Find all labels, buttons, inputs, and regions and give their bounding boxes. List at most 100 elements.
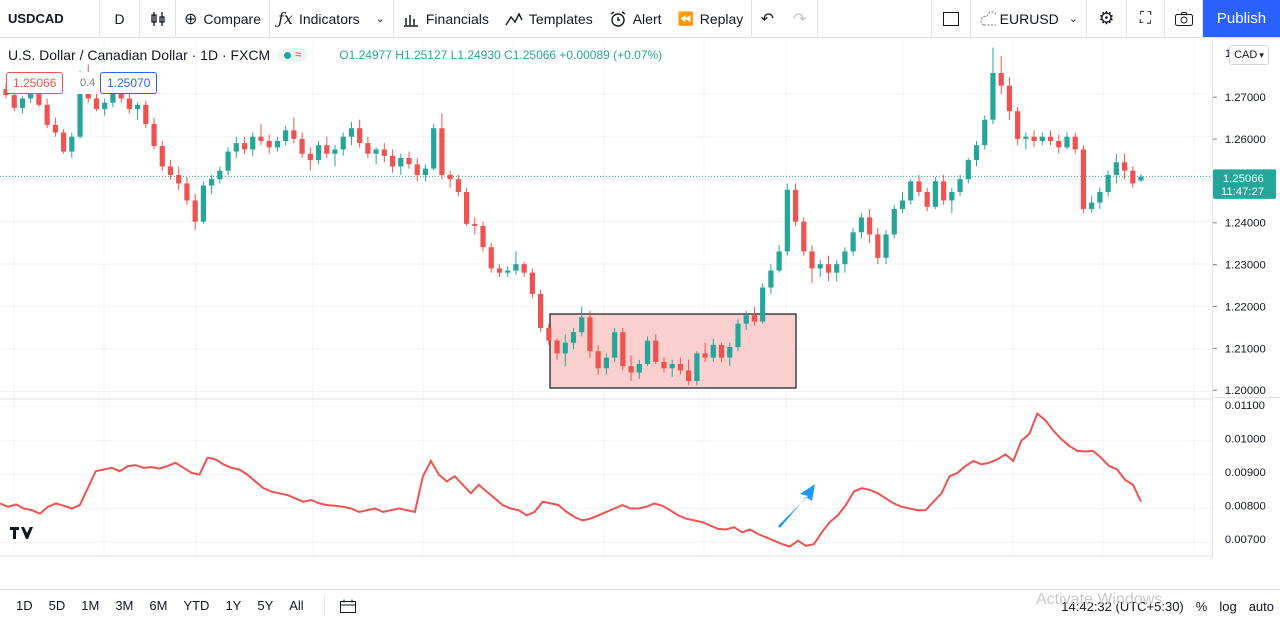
candle xyxy=(134,102,141,120)
candle-body xyxy=(373,149,379,154)
candle xyxy=(834,259,840,282)
price-chart[interactable]: 15Mar15Apr19May17Jun14Jul19Aug16 xyxy=(0,39,1212,557)
candle xyxy=(1080,145,1087,214)
financials-button[interactable]: Financials xyxy=(394,0,497,38)
candle-body xyxy=(36,89,42,105)
candle xyxy=(694,351,700,386)
candle-body xyxy=(389,155,396,167)
candle-body xyxy=(1015,111,1021,139)
candle xyxy=(587,310,593,358)
candle xyxy=(258,123,264,146)
candle-body xyxy=(1138,176,1144,181)
chevron-down-icon[interactable]: ⌄ xyxy=(375,13,385,25)
tradingview-logo[interactable] xyxy=(8,523,36,547)
candle xyxy=(760,283,766,324)
indicators-label: Indicators xyxy=(298,10,360,27)
candle-body xyxy=(422,168,429,175)
candle xyxy=(217,166,223,184)
range-button-all[interactable]: All xyxy=(289,598,304,613)
templates-label: Templates xyxy=(528,10,593,27)
candle xyxy=(932,177,938,209)
candle-body xyxy=(258,136,264,141)
candle-body xyxy=(653,340,659,362)
range-button-1y[interactable]: 1Y xyxy=(225,598,242,613)
candle-body xyxy=(463,191,470,224)
price-axis-label: 1 xyxy=(1225,48,1231,60)
candle-body xyxy=(710,344,716,358)
candle-body xyxy=(612,332,618,358)
candle xyxy=(842,247,848,273)
alert-button[interactable]: Alert xyxy=(601,0,670,38)
currency-button[interactable]: CAD ▾ xyxy=(1229,45,1269,65)
candle-body xyxy=(1080,149,1087,209)
candle xyxy=(866,208,873,243)
candle-body xyxy=(1072,136,1078,150)
indicators-button[interactable]: ƒx Indicators ⌄ xyxy=(270,0,394,38)
candle xyxy=(899,191,906,214)
redo-button[interactable]: ↷ xyxy=(782,0,819,38)
auto-toggle[interactable]: auto xyxy=(1248,598,1274,614)
symbol-search-button[interactable]: USDCAD xyxy=(0,0,100,38)
candle xyxy=(727,342,733,367)
replay-label: Replay xyxy=(699,10,744,27)
layout-button[interactable] xyxy=(931,0,971,38)
candle-body xyxy=(661,361,667,369)
candle xyxy=(1056,134,1062,154)
arrow-annotation xyxy=(778,484,815,528)
goto-date-button[interactable] xyxy=(323,595,357,616)
candles-icon xyxy=(150,11,165,26)
square-layout-icon xyxy=(943,11,959,26)
candle xyxy=(529,268,535,299)
range-button-3m[interactable]: 3M xyxy=(115,598,134,613)
settings-button[interactable]: ⚙ xyxy=(1087,0,1127,38)
undo-button[interactable]: ↶ xyxy=(752,0,782,38)
interval-button[interactable]: D xyxy=(100,0,140,38)
candle-body xyxy=(110,92,116,103)
indicator-axis-label: 0.00900 xyxy=(1225,467,1266,479)
candle-body xyxy=(644,340,651,365)
templates-button[interactable]: Templates xyxy=(497,0,601,38)
range-button-1d[interactable]: 1D xyxy=(16,598,33,613)
candle xyxy=(159,140,165,171)
replay-button[interactable]: ⏪ Replay xyxy=(670,0,753,38)
sell-button[interactable]: 1.25066 xyxy=(6,72,64,94)
chart-style-button[interactable] xyxy=(140,0,176,38)
clock-time[interactable]: 14:42:32 (UTC+5:30) xyxy=(1061,598,1184,614)
candle xyxy=(167,160,174,180)
range-button-6m[interactable]: 6M xyxy=(149,598,168,613)
market-status-badge[interactable]: ≈ xyxy=(278,48,308,62)
indicator-axis-label: 0.01000 xyxy=(1225,434,1266,446)
snapshot-button[interactable] xyxy=(1165,0,1203,38)
candle xyxy=(809,245,815,284)
percent-toggle[interactable]: % xyxy=(1195,598,1208,614)
range-button-5y[interactable]: 5Y xyxy=(257,598,274,613)
candle xyxy=(299,132,305,158)
candle-body xyxy=(908,181,914,201)
compare-button[interactable]: ⊕ Compare xyxy=(176,0,270,38)
candle-body xyxy=(357,128,363,144)
candle-body xyxy=(266,140,272,148)
candle-body xyxy=(932,181,938,207)
chart-name-button[interactable]: EURUSD ⌄ xyxy=(971,0,1087,38)
candle xyxy=(1138,174,1144,183)
publish-button[interactable]: Publish xyxy=(1203,0,1280,37)
range-button-5d[interactable]: 5D xyxy=(48,598,66,613)
candle xyxy=(784,183,790,256)
candle xyxy=(570,327,577,350)
candle xyxy=(998,55,1004,95)
range-button-1m[interactable]: 1M xyxy=(81,598,100,613)
log-toggle[interactable]: log xyxy=(1219,598,1237,614)
candle-body xyxy=(982,119,988,146)
candle-body xyxy=(340,136,346,150)
tradingview-logo-icon xyxy=(10,527,33,539)
redo-icon: ↷ xyxy=(793,10,807,28)
approx-icon: ≈ xyxy=(295,49,302,61)
price-scale[interactable]: 1.270001.260001.250001.240001.230001.220… xyxy=(1212,39,1280,557)
buy-button[interactable]: 1.25070 xyxy=(100,72,158,94)
symbol-title[interactable]: U.S. Dollar / Canadian Dollar · 1D · FXC… xyxy=(8,47,271,63)
fullscreen-button[interactable]: ⛶ xyxy=(1127,0,1165,38)
market-open-dot-icon xyxy=(284,51,292,59)
range-button-ytd[interactable]: YTD xyxy=(183,598,210,613)
candle xyxy=(1105,170,1111,197)
calendar-icon xyxy=(339,599,356,613)
